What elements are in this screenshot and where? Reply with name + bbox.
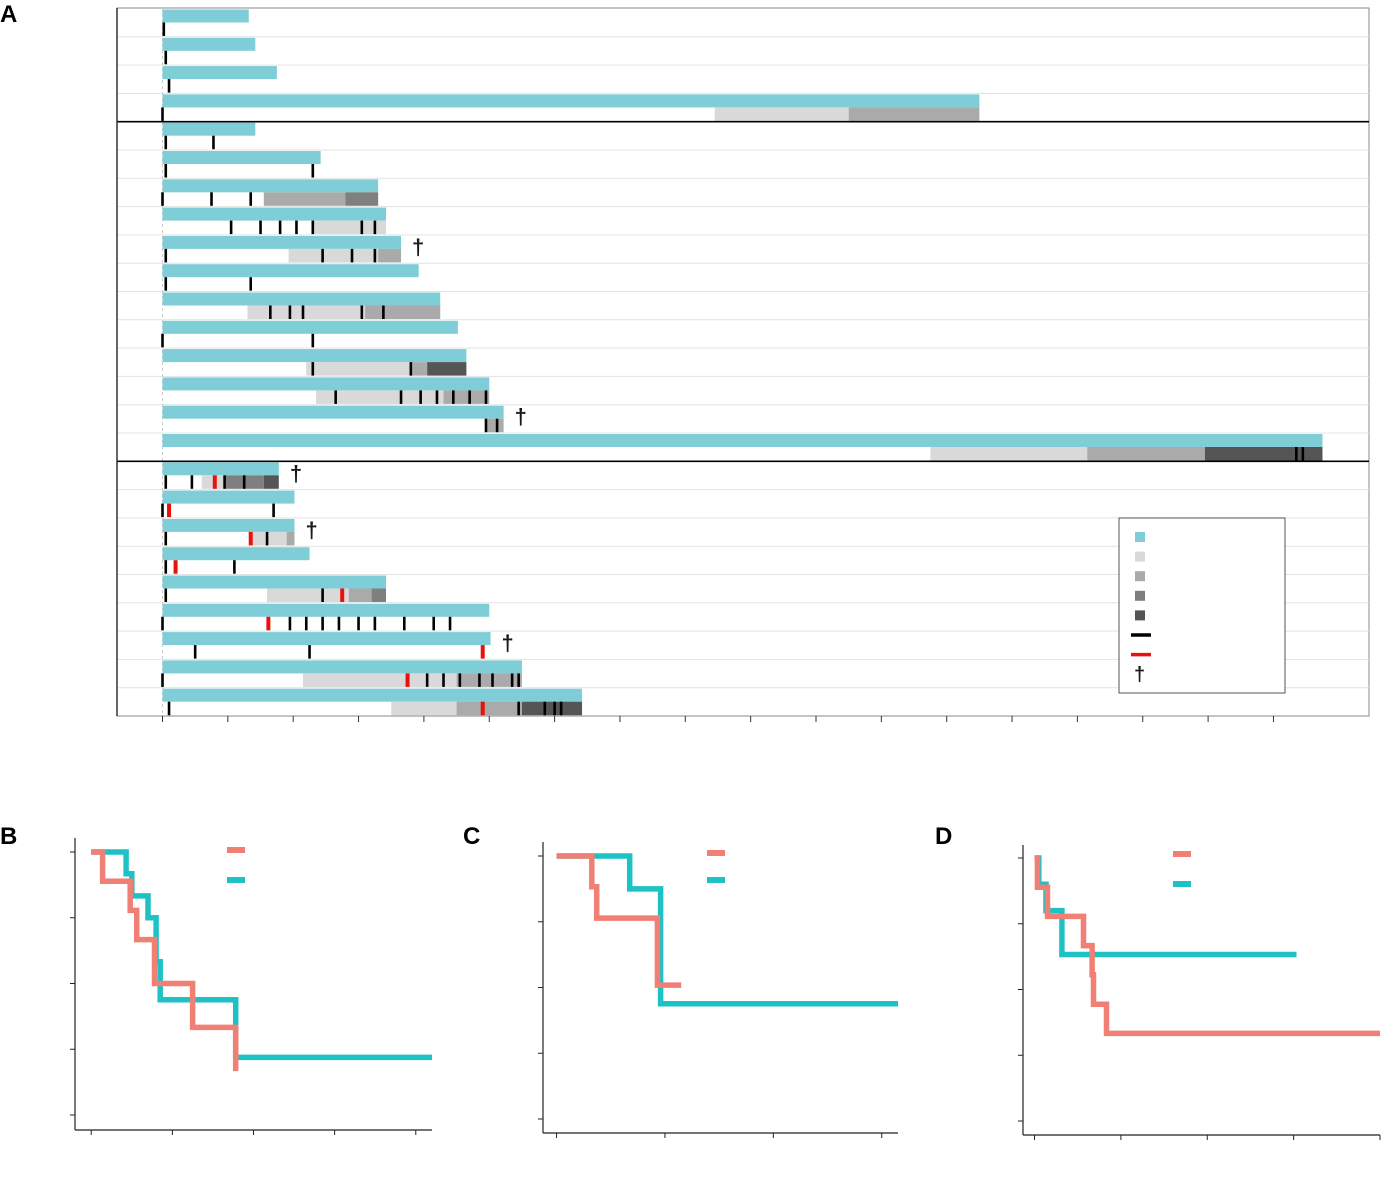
followup-bar [162,688,583,702]
dead-marker: † [290,461,302,486]
followup-bar [162,9,249,23]
panel-label-d: D [935,823,952,850]
progress-segment [427,362,467,376]
legend-swatch [1135,590,1145,601]
progress-segment [288,248,379,263]
dead-marker: † [306,517,318,542]
legend-swatch [1135,551,1145,562]
km-plot-c [538,842,898,1138]
km-curve-with-new-clone [91,849,239,1072]
followup-bar [162,264,419,278]
panel-label-b: B [0,823,17,850]
followup-bar [162,462,279,476]
dagger-icon: † [1134,664,1145,686]
progress-segment [345,192,379,206]
progress-segment [286,531,295,546]
followup-bar [162,292,441,306]
followup-bar [162,94,980,108]
followup-bar [162,405,504,419]
progress-segment [391,701,457,716]
progress-segment [263,192,346,206]
progress-segment [303,673,457,687]
panel-label-c: C [463,823,480,850]
followup-bar [162,490,295,504]
followup-bar [162,235,402,249]
followup-bar [162,377,490,391]
progress-segment [365,305,441,319]
progress-segment [930,447,1088,461]
dead-marker: † [515,404,527,429]
followup-bar [162,320,458,334]
legend-box [1118,517,1286,694]
followup-bar [162,207,386,221]
progress-segment [348,588,372,602]
km-plot-b [70,838,432,1135]
progress-segment [456,701,522,716]
followup-bar [162,518,295,532]
progress-segment [485,418,504,433]
progress-segment [247,305,366,319]
followup-bar [162,547,310,561]
km-curve-with-new-clone [556,853,682,988]
progress-segment [456,673,522,687]
followup-bar [162,179,379,193]
legend-swatch [1135,571,1145,582]
progress-segment [250,531,287,546]
followup-bar [162,122,256,136]
km-curve-without-new-clone [1034,855,1297,958]
progress-segment [848,107,980,121]
followup-bar [162,349,467,363]
km-curve-without-new-clone [91,849,432,1061]
progress-segment [410,362,428,376]
progress-segment [312,220,386,235]
followup-bar [162,660,522,674]
dead-marker: † [502,631,514,656]
progress-segment [371,588,386,602]
progress-segment [1204,447,1323,461]
legend-swatch [1135,610,1145,621]
dead-marker: † [412,234,424,259]
progress-segment [267,588,349,602]
progress-segment [316,390,444,404]
progress-segment [714,107,849,121]
progress-segment [378,248,402,263]
legend: † [1118,517,1286,694]
followup-bar [162,575,386,589]
km-curve-with-new-clone [1034,855,1380,1037]
followup-bar [162,603,490,617]
progress-segment [306,362,411,376]
swimmer-plot: † † † † † † [116,7,1370,722]
followup-bar [162,37,256,51]
progress-segment [443,390,490,404]
followup-bar [162,66,277,80]
panel-label-a: A [0,1,17,28]
progress-segment [1087,447,1205,461]
km-plot-d [1018,845,1381,1140]
progress-segment [263,475,279,489]
km-curve-without-new-clone [556,853,898,1007]
progress-segment [521,701,583,716]
legend-swatch [1135,532,1145,542]
followup-bar [162,434,1323,447]
followup-bar [162,632,491,646]
followup-bar [162,151,321,164]
